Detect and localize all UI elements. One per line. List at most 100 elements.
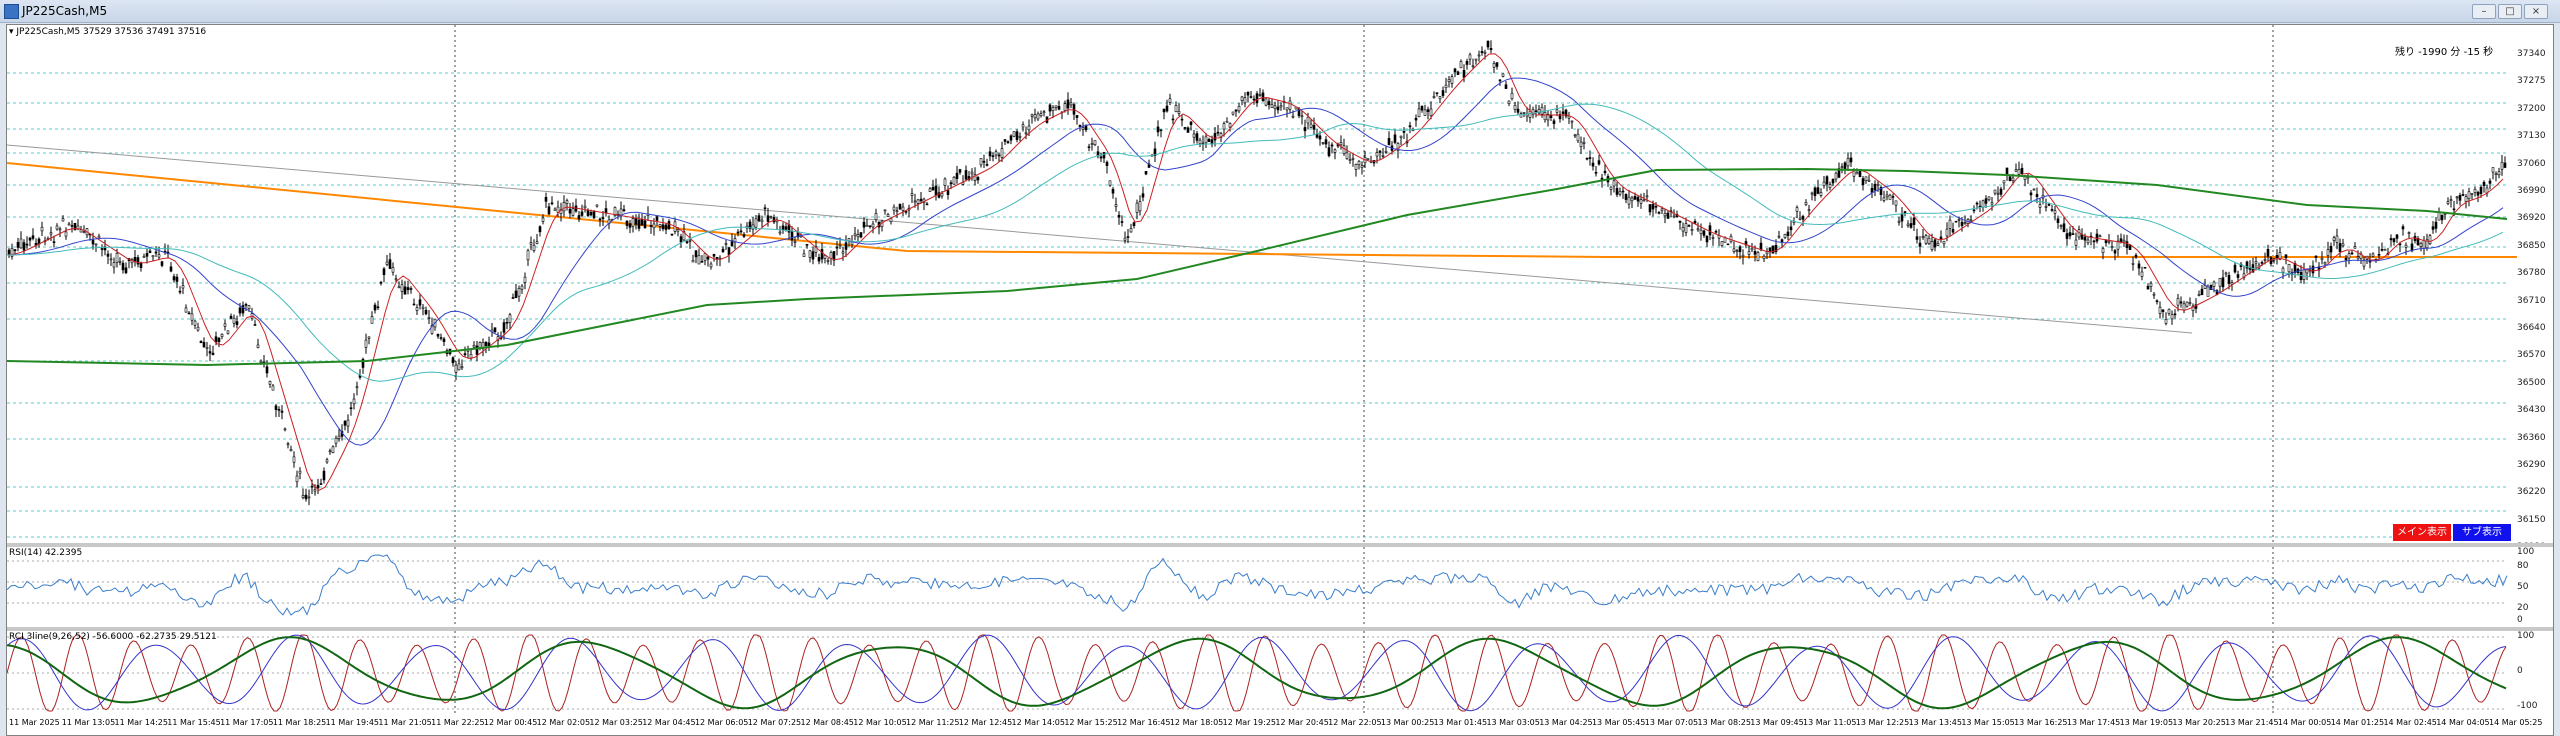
candle-body (577, 215, 581, 220)
candle-body (853, 233, 857, 237)
time-axis-label: 12 Mar 15:25 (1064, 718, 1118, 727)
candle-body (1510, 92, 1514, 100)
time-axis-label: 13 Mar 21:45 (2225, 718, 2279, 727)
candle-body (421, 306, 425, 309)
candle-body (1303, 127, 1307, 132)
sub-display-button[interactable]: サブ表示 (2453, 524, 2511, 541)
candle-body (1999, 188, 2003, 195)
candle-body (1306, 116, 1310, 124)
candle-body (322, 470, 326, 481)
candle-body (865, 225, 869, 227)
panel-separator[interactable] (7, 543, 2553, 547)
candle-body (31, 235, 35, 239)
price-axis-label: 36920 (2517, 213, 2546, 224)
candle-body (1264, 98, 1268, 106)
time-axis-label: 11 Mar 17:05 (220, 718, 274, 727)
time-axis-label: 11 Mar 15:45 (167, 718, 221, 727)
candle-body (1720, 241, 1724, 246)
candle-body (739, 230, 743, 233)
candle-body (541, 217, 545, 222)
candle-body (1198, 139, 1202, 144)
candle-body (463, 353, 467, 356)
candle-body (1357, 161, 1361, 165)
candle-body (304, 494, 308, 500)
rsi-panel[interactable]: RSI(14) 42.2395 100 80 50 20 0 (7, 547, 2553, 627)
candle-body (892, 206, 896, 211)
candle-body (706, 256, 710, 260)
candle-body (1126, 236, 1130, 238)
candle-body (319, 483, 323, 485)
candle-body (1930, 241, 1934, 250)
minimize-button[interactable]: – (2472, 4, 2496, 19)
candle-body (1804, 202, 1808, 205)
candle-body (124, 267, 128, 274)
candle-body (1474, 58, 1478, 61)
candle-body (1459, 61, 1463, 69)
candle-body (16, 242, 20, 248)
candle-body (1075, 115, 1079, 118)
main-display-button[interactable]: メイン表示 (2393, 524, 2451, 541)
time-axis-label: 13 Mar 20:25 (2172, 718, 2226, 727)
candle-body (1162, 108, 1166, 113)
candle-body (2227, 275, 2231, 284)
candle-body (1030, 114, 1034, 117)
candle-body (2074, 239, 2078, 246)
candle-body (919, 198, 923, 202)
candle-body (1135, 202, 1139, 213)
price-panel[interactable]: ▾ JP225Cash,M5 37529 37536 37491 37516 残… (7, 25, 2553, 552)
rci-panel[interactable]: RCI 3line(9,26,52) -56.6000 -62.2735 29.… (7, 631, 2553, 715)
time-axis-label: 14 Mar 01:25 (2330, 718, 2385, 727)
candle-body (2119, 238, 2123, 242)
candle-body (505, 321, 509, 324)
time-axis-label: 14 Mar 05:25 (2489, 718, 2543, 727)
candle-body (1051, 107, 1055, 111)
candle-body (58, 228, 62, 231)
candle-body (1486, 40, 1490, 48)
candle-body (67, 223, 71, 226)
candle-body (1195, 133, 1199, 141)
candle-body (1471, 65, 1475, 68)
candle-body (1708, 225, 1712, 236)
candle-body (82, 231, 86, 233)
candle-body (1192, 133, 1196, 138)
price-axis-label: 36850 (2517, 240, 2546, 251)
candle-body (1105, 161, 1109, 166)
candle-body (1900, 214, 1904, 222)
close-button[interactable]: × (2524, 4, 2548, 19)
candle-body (547, 206, 551, 215)
candle-body (649, 225, 653, 227)
rci-chart-canvas[interactable] (7, 631, 2553, 715)
candle-body (511, 297, 515, 299)
candle-body (1843, 162, 1847, 170)
candle-body (2017, 169, 2021, 175)
rci-short-line (7, 634, 2507, 712)
candle-body (586, 210, 590, 216)
price-chart-canvas[interactable] (7, 25, 2553, 543)
price-axis-label: 36710 (2517, 295, 2546, 306)
candle-body (1651, 204, 1655, 210)
candle-body (316, 485, 320, 489)
candle-body (970, 171, 974, 175)
rsi-chart-canvas[interactable] (7, 547, 2553, 627)
candle-body (2311, 265, 2315, 274)
maximize-button[interactable]: □ (2498, 4, 2522, 19)
candle-body (2200, 288, 2204, 296)
candle-body (1663, 212, 1667, 217)
candle-body (1876, 183, 1880, 186)
candle-body (2332, 237, 2336, 241)
candle-body (2461, 194, 2465, 196)
candle-body (1840, 166, 1844, 169)
chart-area[interactable]: ▾ JP225Cash,M5 37529 37536 37491 37516 残… (6, 24, 2554, 736)
candle-body (1753, 251, 1757, 255)
candle-body (2443, 213, 2447, 216)
candle-body (2344, 257, 2348, 261)
candle-body (1627, 196, 1631, 205)
candle-body (835, 246, 839, 249)
candle-body (241, 305, 245, 314)
candle-body (1948, 219, 1952, 229)
candle-body (1666, 212, 1670, 219)
trend-line (7, 162, 2517, 258)
panel-separator[interactable] (7, 627, 2553, 631)
candle-body (2440, 214, 2444, 221)
candle-body (247, 305, 251, 309)
